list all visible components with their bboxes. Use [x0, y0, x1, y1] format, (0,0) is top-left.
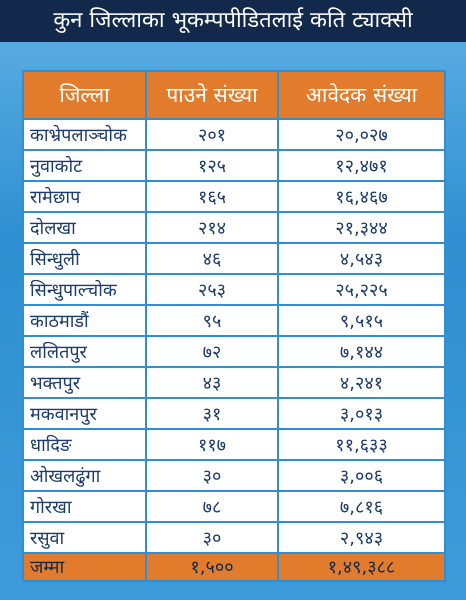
cell: ४,५४३	[277, 242, 446, 275]
cell: ९,५१५	[277, 304, 446, 337]
cell: ७२	[145, 335, 279, 368]
cell: २५,२२५	[277, 273, 446, 306]
cell: ९५	[145, 304, 279, 337]
cell: ३०	[145, 521, 279, 554]
cell: ३,०१३	[277, 397, 446, 430]
table-row: रसुवा ३० २,९४३	[22, 521, 446, 554]
table-row: मकवानपुर ३१ ३,०१३	[22, 397, 446, 430]
cell: भक्तपुर	[22, 366, 147, 399]
table-row: रामेछाप १६५ १६,४६७	[22, 180, 446, 213]
cell: २१४	[145, 211, 279, 244]
cell: ३०	[145, 459, 279, 492]
table-body: काभ्रेपलाञ्चोक २०१ २०,०२७ नुवाकोट १२५ १२,४७१ र…	[22, 118, 446, 582]
cell: २०,०२७	[277, 118, 446, 151]
title: कुन जिल्लाका भूकम्पपीडितलाई कति ट्याक्सी	[0, 0, 466, 42]
cell: ललितपुर	[22, 335, 147, 368]
cell: मकवानपुर	[22, 397, 147, 430]
table-row: भक्तपुर ४३ ४,२४१	[22, 366, 446, 399]
cell: नुवाकोट	[22, 149, 147, 182]
cell: काठमाडौं	[22, 304, 147, 337]
cell: ७,८१६	[277, 490, 446, 523]
cell: सिन्धुली	[22, 242, 147, 275]
column-header: जिल्ला	[22, 70, 147, 120]
table: जिल्ला पाउने संख्या आवेदक संख्या काभ्रेपला…	[22, 70, 446, 582]
column-header: पाउने संख्या	[145, 70, 279, 120]
table-row: ललितपुर ७२ ७,१४४	[22, 335, 446, 368]
cell: २५३	[145, 273, 279, 306]
cell: रसुवा	[22, 521, 147, 554]
cell: ४,२४१	[277, 366, 446, 399]
total-row: जम्मा १,५०० १,४९,३८८	[22, 552, 446, 582]
total-cell: जम्मा	[22, 552, 147, 582]
cell: १२,४७१	[277, 149, 446, 182]
cell: २१,३४४	[277, 211, 446, 244]
cell: काभ्रेपलाञ्चोक	[22, 118, 147, 151]
table-row: धादिङ ११७ ११,६३३	[22, 428, 446, 461]
cell: १६,४६७	[277, 180, 446, 213]
cell: २,९४३	[277, 521, 446, 554]
cell: ७,१४४	[277, 335, 446, 368]
column-header: आवेदक संख्या	[277, 70, 446, 120]
cell: ओखलढुंगा	[22, 459, 147, 492]
cell: गोरखा	[22, 490, 147, 523]
cell: ३१	[145, 397, 279, 430]
total-cell: १,४९,३८८	[277, 552, 446, 582]
cell: १२५	[145, 149, 279, 182]
table-row: ओखलढुंगा ३० ३,००६	[22, 459, 446, 492]
cell: २०१	[145, 118, 279, 151]
cell: धादिङ	[22, 428, 147, 461]
cell: दोलखा	[22, 211, 147, 244]
table-row: गोरखा ७८ ७,८१६	[22, 490, 446, 523]
cell: ४६	[145, 242, 279, 275]
cell: सिन्धुपाल्चोक	[22, 273, 147, 306]
cell: १६५	[145, 180, 279, 213]
table-row: दोलखा २१४ २१,३४४	[22, 211, 446, 244]
cell: ७८	[145, 490, 279, 523]
table-row: सिन्धुपाल्चोक २५३ २५,२२५	[22, 273, 446, 306]
table-row: काठमाडौं ९५ ९,५१५	[22, 304, 446, 337]
cell: ११,६३३	[277, 428, 446, 461]
total-cell: १,५००	[145, 552, 279, 582]
cell: रामेछाप	[22, 180, 147, 213]
header-row: जिल्ला पाउने संख्या आवेदक संख्या	[22, 70, 446, 120]
cell: ११७	[145, 428, 279, 461]
cell: ३,००६	[277, 459, 446, 492]
table-row: काभ्रेपलाञ्चोक २०१ २०,०२७	[22, 118, 446, 151]
cell: ४३	[145, 366, 279, 399]
table-row: नुवाकोट १२५ १२,४७१	[22, 149, 446, 182]
table-row: सिन्धुली ४६ ४,५४३	[22, 242, 446, 275]
